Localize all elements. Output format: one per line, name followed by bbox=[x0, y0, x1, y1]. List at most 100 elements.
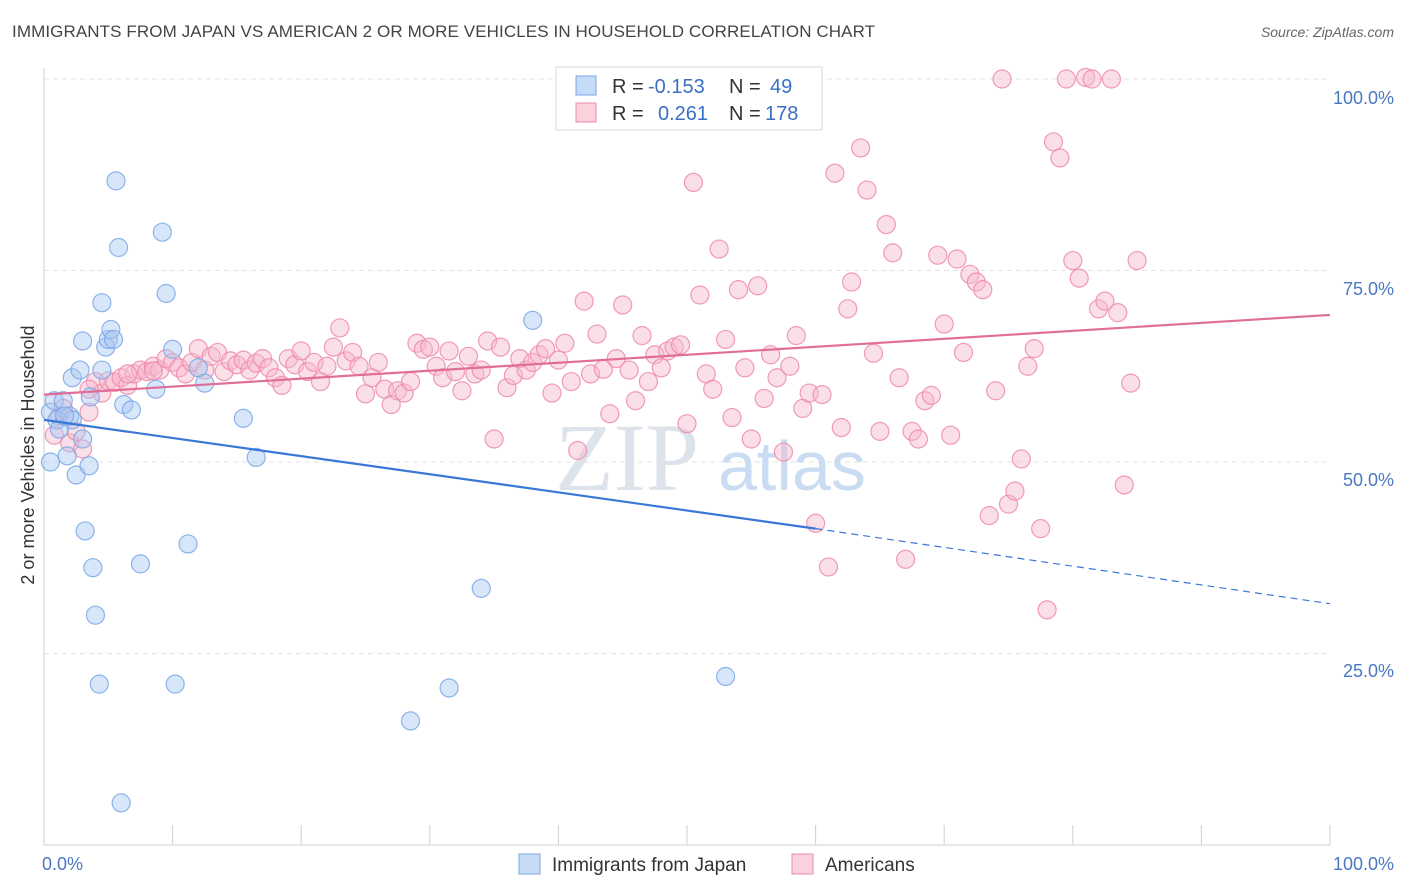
y-axis-label: 2 or more Vehicles in Household bbox=[18, 325, 38, 584]
americans-point bbox=[330, 318, 350, 338]
japan-point bbox=[72, 429, 93, 449]
japan-point bbox=[79, 456, 99, 476]
japan-point bbox=[92, 360, 112, 380]
americans-point bbox=[780, 356, 800, 376]
americans-point bbox=[1076, 67, 1096, 88]
legend-r-label-americans: R = bbox=[612, 103, 644, 125]
japan-point bbox=[152, 222, 172, 242]
americans-point bbox=[44, 425, 64, 445]
americans-point bbox=[484, 429, 504, 449]
legend-swatch-japan bbox=[575, 75, 597, 96]
americans-point bbox=[979, 506, 999, 526]
japan-point bbox=[400, 711, 421, 731]
japan-point bbox=[103, 329, 124, 350]
americans-point bbox=[1056, 69, 1076, 89]
japan-point bbox=[163, 339, 183, 359]
americans-point bbox=[1018, 356, 1038, 376]
americans-point bbox=[921, 385, 941, 405]
americans-point bbox=[561, 371, 581, 392]
trend-lines bbox=[43, 313, 1331, 605]
americans-point bbox=[896, 549, 916, 569]
americans-point bbox=[1031, 519, 1051, 539]
americans-point bbox=[510, 348, 530, 369]
americans-point bbox=[741, 429, 761, 449]
americans-point bbox=[542, 383, 562, 403]
japan-point bbox=[233, 408, 253, 428]
americans-point bbox=[445, 362, 466, 382]
japan-point bbox=[121, 400, 142, 420]
americans-point bbox=[1037, 600, 1057, 620]
americans-point bbox=[786, 326, 806, 346]
japan-point bbox=[83, 558, 103, 578]
japan-point bbox=[146, 379, 166, 399]
americans-point bbox=[928, 245, 948, 265]
americans-point bbox=[625, 391, 646, 411]
americans-point bbox=[934, 314, 954, 334]
americans-point bbox=[863, 343, 884, 363]
americans-trend-line bbox=[43, 313, 1331, 396]
americans-point bbox=[117, 364, 138, 384]
americans-point bbox=[767, 368, 787, 388]
americans-point bbox=[825, 163, 845, 183]
americans-point bbox=[400, 371, 421, 392]
americans-point bbox=[812, 384, 832, 405]
americans-point bbox=[291, 341, 311, 361]
japan-point bbox=[471, 578, 491, 598]
japan-point bbox=[75, 521, 95, 541]
americans-point bbox=[574, 291, 594, 311]
americans-point bbox=[1024, 339, 1044, 359]
chart-source: Source: ZipAtlas.com bbox=[1260, 24, 1394, 40]
legend-r-label-japan: R = bbox=[612, 76, 644, 98]
americans-point bbox=[317, 356, 337, 376]
legend-swatch-americans bbox=[575, 102, 597, 123]
y-tick-25: 25.0% bbox=[1343, 661, 1394, 681]
americans-point bbox=[670, 335, 691, 355]
americans-point bbox=[458, 346, 478, 366]
japan-point bbox=[85, 605, 106, 625]
japan-trend-line bbox=[43, 418, 816, 530]
japan-point bbox=[108, 237, 129, 258]
americans-point bbox=[143, 361, 163, 381]
americans-point bbox=[304, 352, 324, 373]
americans-point bbox=[92, 383, 112, 403]
y-tick-50: 50.0% bbox=[1343, 470, 1394, 490]
japan-point bbox=[195, 373, 215, 393]
americans-point bbox=[889, 368, 909, 388]
americans-point bbox=[1011, 449, 1031, 469]
japan-point bbox=[130, 554, 151, 574]
americans-point bbox=[163, 352, 183, 373]
americans-point bbox=[973, 280, 993, 300]
americans-point bbox=[1101, 69, 1121, 89]
americans-point bbox=[651, 358, 671, 378]
americans-point bbox=[1121, 373, 1141, 393]
americans-point bbox=[818, 557, 839, 577]
japan-point bbox=[178, 534, 198, 554]
americans-point bbox=[902, 421, 922, 441]
japan-point bbox=[111, 793, 131, 813]
americans-point bbox=[703, 379, 723, 399]
bottom-legend-swatch-japan bbox=[518, 853, 541, 875]
americans-point bbox=[986, 381, 1006, 401]
japan-point bbox=[715, 666, 736, 687]
japan-point bbox=[89, 674, 109, 694]
americans-point bbox=[748, 276, 768, 296]
americans-point bbox=[323, 337, 343, 357]
legend-n-value-japan: 49 bbox=[770, 76, 792, 98]
americans-point bbox=[1127, 250, 1147, 271]
japan-trend-line-extension bbox=[815, 528, 1331, 605]
legend-r-value-americans: 0.261 bbox=[658, 103, 708, 125]
japan-point bbox=[156, 283, 176, 304]
americans-point bbox=[677, 414, 697, 434]
americans-point bbox=[831, 417, 851, 438]
americans-point bbox=[1088, 299, 1109, 319]
japan-point bbox=[106, 171, 126, 191]
americans-point bbox=[368, 352, 388, 373]
watermark-atlas: atlas bbox=[718, 427, 866, 505]
japan-point bbox=[70, 360, 90, 380]
americans-point bbox=[452, 381, 472, 401]
legend-box: R = -0.153 N = 49 R = 0.261 N = 178 bbox=[555, 66, 823, 131]
japan-point bbox=[72, 331, 93, 351]
americans-point bbox=[587, 324, 607, 344]
americans-point bbox=[439, 341, 459, 361]
